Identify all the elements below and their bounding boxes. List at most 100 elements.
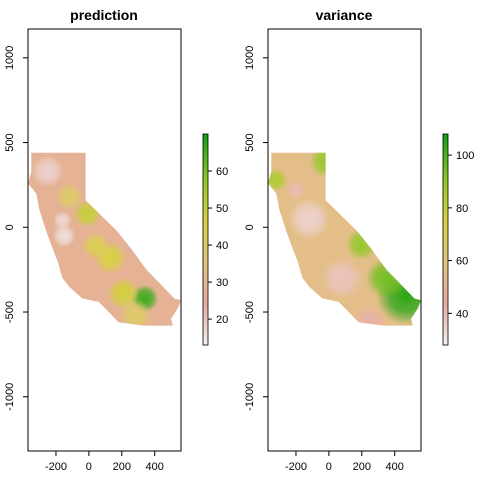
variance-legend-swatch bbox=[443, 193, 448, 198]
variance-legend-swatch bbox=[443, 316, 448, 321]
variance-legend-swatch bbox=[443, 285, 448, 290]
variance-legend-swatch bbox=[443, 313, 448, 318]
variance-y-tick-label: 500 bbox=[244, 133, 256, 151]
variance-legend-swatch bbox=[443, 260, 448, 265]
prediction-legend-swatch bbox=[203, 179, 208, 184]
variance-legend-swatch bbox=[443, 186, 448, 191]
prediction-legend-swatch bbox=[203, 221, 208, 226]
prediction-legend-swatch bbox=[203, 299, 208, 304]
variance-legend-swatch bbox=[443, 253, 448, 258]
prediction-legend-swatch bbox=[203, 172, 208, 177]
variance-panel: variance -200 0 200 400 -1000 -500 0 500 1000 40 6… bbox=[244, 7, 474, 473]
prediction-x-tick-label: 0 bbox=[86, 461, 92, 473]
prediction-legend-tick-label: 60 bbox=[216, 166, 228, 178]
prediction-x-tick-label: 200 bbox=[113, 461, 131, 473]
prediction-legend-tick-label: 50 bbox=[216, 203, 228, 215]
prediction-legend-swatch bbox=[203, 207, 208, 212]
prediction-hotspot bbox=[52, 224, 76, 248]
variance-legend-swatch bbox=[443, 341, 448, 346]
variance-legend-swatch bbox=[443, 134, 448, 139]
variance-legend-swatch bbox=[443, 141, 448, 146]
variance-legend-swatch bbox=[443, 246, 448, 251]
prediction-legend-swatch bbox=[203, 295, 208, 300]
prediction-legend-swatch bbox=[203, 323, 208, 328]
variance-legend-swatch bbox=[443, 214, 448, 219]
prediction-legend-frame bbox=[202, 133, 209, 346]
variance-legend-swatch bbox=[443, 158, 448, 163]
prediction-legend-swatch bbox=[203, 211, 208, 216]
prediction-legend-tick-label: 30 bbox=[216, 277, 228, 289]
variance-legend-swatch bbox=[443, 250, 448, 255]
prediction-y-tick-label: 1000 bbox=[4, 46, 16, 70]
variance-plot-frame bbox=[267, 28, 422, 452]
variance-y-tick-label: 0 bbox=[244, 224, 256, 230]
variance-legend-swatch bbox=[443, 306, 448, 311]
prediction-legend-swatch bbox=[203, 334, 208, 339]
prediction-legend-swatch bbox=[203, 235, 208, 240]
variance-legend-swatch bbox=[443, 232, 448, 237]
variance-legend-swatch bbox=[443, 299, 448, 304]
variance-y-tick-label: -1000 bbox=[244, 383, 256, 411]
variance-legend-swatch bbox=[443, 169, 448, 174]
variance-hotspot bbox=[365, 257, 408, 299]
prediction-legend-swatch bbox=[203, 243, 208, 248]
variance-title: variance bbox=[316, 7, 373, 23]
prediction-y-tick-label: 500 bbox=[4, 133, 16, 151]
variance-legend-swatch bbox=[443, 274, 448, 279]
variance-hotspot bbox=[345, 228, 378, 261]
variance-legend-swatch bbox=[443, 204, 448, 209]
variance-hotspot bbox=[309, 152, 342, 178]
prediction-legend-swatch bbox=[203, 176, 208, 181]
prediction-legend-swatch bbox=[203, 148, 208, 153]
variance-legend-swatch bbox=[443, 183, 448, 188]
prediction-y-tick-label: -1000 bbox=[4, 383, 16, 411]
variance-hotspot bbox=[286, 180, 306, 200]
variance-legend-swatch bbox=[443, 148, 448, 153]
variance-legend-swatch bbox=[443, 225, 448, 230]
prediction-color-legend: 20 30 40 50 60 bbox=[202, 133, 228, 346]
prediction-legend-swatch bbox=[203, 309, 208, 314]
prediction-legend-swatch bbox=[203, 214, 208, 219]
variance-legend-swatch bbox=[443, 295, 448, 300]
prediction-legend-swatch bbox=[203, 260, 208, 265]
prediction-hotspot bbox=[55, 182, 83, 211]
variance-x-tick-label: 400 bbox=[385, 461, 403, 473]
prediction-legend-swatch bbox=[203, 239, 208, 244]
prediction-plot-frame bbox=[27, 28, 182, 452]
variance-legend-swatch bbox=[443, 172, 448, 177]
variance-legend-swatch bbox=[443, 218, 448, 223]
prediction-legend-swatch bbox=[203, 158, 208, 163]
prediction-x-tick-label: 400 bbox=[145, 461, 163, 473]
prediction-legend-swatch bbox=[203, 197, 208, 202]
prediction-legend-swatch bbox=[203, 144, 208, 149]
variance-hotspot bbox=[353, 306, 387, 326]
variance-y-tick-label: 1000 bbox=[244, 46, 256, 70]
variance-legend-tick-label: 60 bbox=[456, 256, 468, 268]
prediction-legend-swatch bbox=[203, 253, 208, 258]
variance-legend-swatch bbox=[443, 155, 448, 160]
variance-legend-swatch bbox=[443, 278, 448, 283]
prediction-legend-swatch bbox=[203, 341, 208, 346]
prediction-legend-swatch bbox=[203, 285, 208, 290]
prediction-legend-swatch bbox=[203, 271, 208, 276]
variance-x-tick-label: -200 bbox=[285, 461, 307, 473]
variance-x-tick-label: 200 bbox=[353, 461, 371, 473]
variance-legend-tick-label: 40 bbox=[456, 308, 468, 320]
variance-legend-swatch bbox=[443, 257, 448, 262]
prediction-legend-swatch bbox=[203, 250, 208, 255]
variance-legend-swatch bbox=[443, 302, 448, 307]
prediction-legend-swatch bbox=[203, 264, 208, 269]
prediction-legend-swatch bbox=[203, 232, 208, 237]
prediction-legend-swatch bbox=[203, 141, 208, 146]
variance-legend-swatch bbox=[443, 334, 448, 339]
prediction-y-tick-label: -500 bbox=[4, 301, 16, 323]
variance-legend-swatch bbox=[443, 337, 448, 342]
variance-legend-swatch bbox=[443, 239, 448, 244]
prediction-legend-swatch bbox=[203, 134, 208, 139]
variance-legend-swatch bbox=[443, 207, 448, 212]
prediction-legend-tick-label: 40 bbox=[216, 240, 228, 252]
variance-legend-swatch bbox=[443, 320, 448, 325]
prediction-legend-swatch bbox=[203, 218, 208, 223]
prediction-title: prediction bbox=[70, 7, 138, 23]
variance-legend-swatch bbox=[443, 235, 448, 240]
